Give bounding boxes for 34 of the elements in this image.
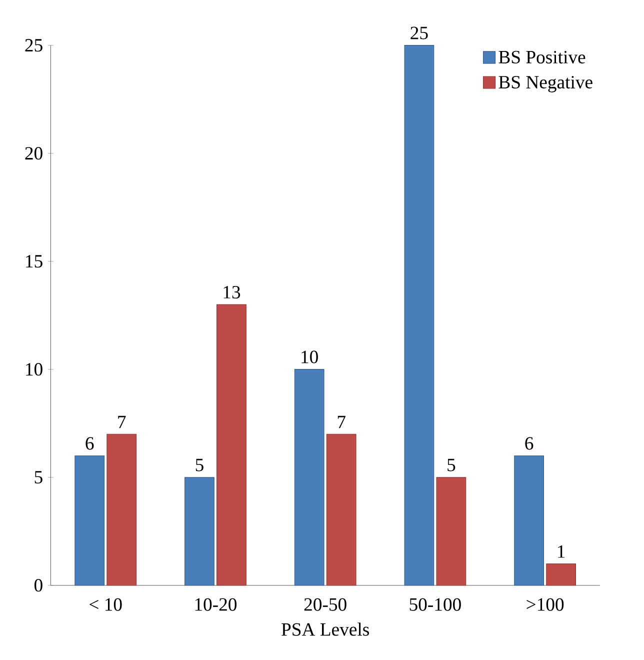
bar <box>106 434 137 586</box>
bar <box>74 455 105 586</box>
data-label: 25 <box>410 26 428 40</box>
x-axis-title: PSA Levels <box>282 622 369 636</box>
data-label: 5 <box>196 458 204 472</box>
data-label: 7 <box>118 416 126 428</box>
y-tick-label: 5 <box>34 471 42 484</box>
bar <box>404 45 434 586</box>
bar <box>294 369 324 586</box>
x-tick-label: < 10 <box>90 598 122 611</box>
data-label: 13 <box>224 286 240 298</box>
bar <box>184 477 214 586</box>
bar <box>546 563 576 586</box>
x-tick-label: 50-100 <box>410 598 461 611</box>
y-tick-label: 10 <box>26 363 42 376</box>
data-label: 6 <box>86 437 94 450</box>
x-tick-label: 20-50 <box>304 598 346 611</box>
data-label: 7 <box>338 416 346 428</box>
data-label: 1 <box>558 545 565 558</box>
x-tick-label: 10-20 <box>195 598 237 611</box>
x-tick-label: >100 <box>526 598 564 611</box>
bar <box>514 455 544 586</box>
data-label: 5 <box>448 458 456 472</box>
data-label: 6 <box>525 437 534 450</box>
y-tick-label: 0 <box>34 579 42 592</box>
legend-label: BS Positive <box>498 50 586 64</box>
bar <box>436 477 466 586</box>
bar <box>326 434 356 586</box>
data-label: 10 <box>302 350 318 364</box>
y-tick-label: 15 <box>26 255 42 268</box>
y-tick-label: 20 <box>25 147 42 160</box>
y-tick-label: 25 <box>25 39 42 52</box>
bar <box>216 304 246 586</box>
legend-label: BS Negative <box>498 76 592 92</box>
